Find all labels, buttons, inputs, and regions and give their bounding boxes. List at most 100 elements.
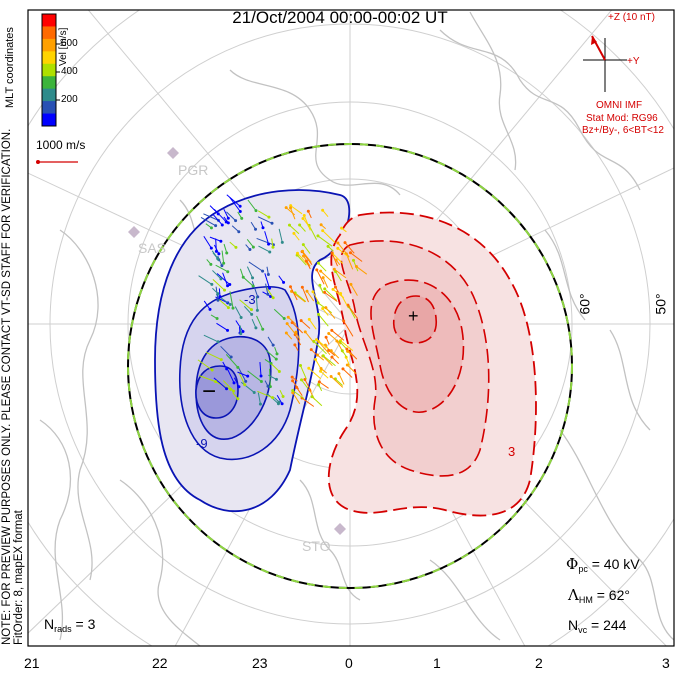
velocity-vector bbox=[229, 197, 241, 212]
velocity-vector-origin bbox=[259, 380, 263, 384]
velocity-vector-origin bbox=[228, 282, 232, 286]
velocity-vector bbox=[223, 208, 229, 219]
latitude-label-50: 50° bbox=[652, 293, 669, 315]
velocity-vector-origin bbox=[324, 306, 328, 310]
velocity-vector bbox=[212, 279, 225, 291]
velocity-vector-origin bbox=[324, 335, 328, 339]
velocity-vector-origin bbox=[295, 251, 299, 255]
velocity-vector-origin bbox=[346, 349, 350, 353]
velocity-vector bbox=[331, 356, 339, 365]
velocity-vector-origin bbox=[238, 209, 242, 213]
velocity-vector-origin bbox=[216, 340, 220, 344]
station-marker-sto bbox=[334, 523, 346, 535]
velocity-vector-origin bbox=[330, 251, 334, 255]
velocity-vector-origin bbox=[291, 379, 295, 383]
velocity-vector-origin bbox=[274, 357, 278, 361]
velocity-vector bbox=[302, 218, 311, 229]
velocity-vector-origin bbox=[319, 223, 323, 227]
velocity-vector-origin bbox=[244, 379, 248, 383]
mlt-label-22: 22 bbox=[152, 655, 168, 671]
velocity-vector-origin bbox=[280, 402, 284, 406]
stat-phi-sub: pc bbox=[578, 564, 588, 574]
velocity-vector-origin bbox=[219, 277, 223, 281]
velocity-vector-origin bbox=[327, 331, 331, 335]
velocity-vector bbox=[225, 354, 239, 368]
imf-source: OMNI IMF bbox=[596, 100, 643, 111]
velocity-vector-origin bbox=[214, 380, 218, 384]
velocity-vector-origin bbox=[307, 317, 311, 321]
velocity-vector-origin bbox=[311, 290, 315, 294]
velocity-vector-origin bbox=[266, 272, 270, 276]
velocity-vector-origin bbox=[209, 262, 213, 266]
velocity-vector-origin bbox=[254, 326, 258, 330]
velocity-vector bbox=[229, 291, 234, 309]
stat-n-vc-value: = 244 bbox=[591, 617, 627, 633]
velocity-vector-origin bbox=[239, 332, 243, 336]
velocity-vector-origin bbox=[220, 223, 224, 227]
velocity-vector-origin bbox=[303, 377, 307, 381]
velocity-vector bbox=[332, 253, 344, 264]
contour-label-minus-9: -9 bbox=[196, 436, 208, 451]
velocity-vector-origin bbox=[268, 385, 272, 389]
velocity-vector bbox=[292, 392, 301, 405]
velocity-vector-origin bbox=[226, 216, 230, 220]
velocity-vector-origin bbox=[228, 302, 232, 306]
velocity-vector bbox=[313, 340, 327, 355]
colorbar-cell bbox=[42, 63, 56, 77]
velocity-vector bbox=[239, 299, 252, 311]
mlt-label-3: 3 bbox=[662, 655, 670, 671]
velocity-vector-origin bbox=[319, 369, 323, 373]
velocity-vector-origin bbox=[216, 212, 220, 216]
stat-n-vc-sub: vc bbox=[578, 625, 588, 635]
velocity-vector-origin bbox=[354, 265, 358, 269]
velocity-vector bbox=[304, 379, 312, 392]
velocity-vector-origin bbox=[226, 328, 230, 332]
stat-n-rads-sub: rads bbox=[54, 624, 72, 634]
velocity-vector-origin bbox=[323, 287, 327, 291]
velocity-vector bbox=[203, 300, 211, 310]
velocity-vector-origin bbox=[321, 354, 325, 358]
velocity-vector bbox=[335, 271, 342, 282]
velocity-vector bbox=[294, 334, 302, 346]
velocity-vector-origin bbox=[268, 250, 272, 254]
velocity-vector-origin bbox=[315, 338, 319, 342]
velocity-vector-origin bbox=[299, 364, 303, 368]
stat-lambda-hm: ΛHM = 62° bbox=[568, 586, 630, 605]
velocity-vector-origin bbox=[216, 298, 220, 302]
velocity-vector-origin bbox=[231, 306, 235, 310]
velocity-vectors bbox=[197, 194, 368, 407]
velocity-vector bbox=[318, 314, 329, 327]
velocity-vector-origin bbox=[330, 328, 334, 332]
velocity-vector bbox=[322, 277, 329, 288]
colorbar-cell bbox=[42, 51, 56, 65]
velocity-vector bbox=[289, 224, 300, 235]
velocity-vector bbox=[331, 330, 345, 341]
velocity-vector-origin bbox=[289, 206, 293, 210]
heppner-maynard-boundary bbox=[127, 143, 573, 589]
velocity-vector-origin bbox=[310, 395, 314, 399]
velocity-vector bbox=[264, 231, 270, 245]
velocity-vector bbox=[221, 250, 225, 264]
velocity-vector bbox=[223, 243, 228, 254]
velocity-vector bbox=[303, 215, 311, 231]
velocity-vector bbox=[273, 308, 285, 319]
contour-label-minus-3: -3 bbox=[244, 292, 256, 307]
velocity-vector bbox=[344, 242, 355, 254]
velocity-vector-origin bbox=[237, 230, 241, 234]
velocity-vector bbox=[213, 244, 220, 255]
velocity-vector-origin bbox=[229, 355, 233, 359]
velocity-vector-origin bbox=[208, 307, 212, 311]
colorbar-cell bbox=[42, 101, 56, 115]
velocity-vector bbox=[198, 375, 216, 383]
velocity-vector-origin bbox=[301, 249, 305, 253]
velocity-vector-origin bbox=[225, 367, 229, 371]
velocity-vector-origin bbox=[275, 352, 279, 356]
velocity-vector-origin bbox=[214, 224, 218, 228]
velocity-vector bbox=[258, 245, 270, 253]
velocity-vector-origin bbox=[329, 374, 333, 378]
velocity-vector bbox=[217, 298, 229, 308]
velocity-vector-origin bbox=[284, 206, 288, 210]
velocity-vector-origin bbox=[316, 261, 320, 265]
velocity-vector-origin bbox=[346, 303, 350, 307]
velocity-vector bbox=[325, 307, 336, 319]
